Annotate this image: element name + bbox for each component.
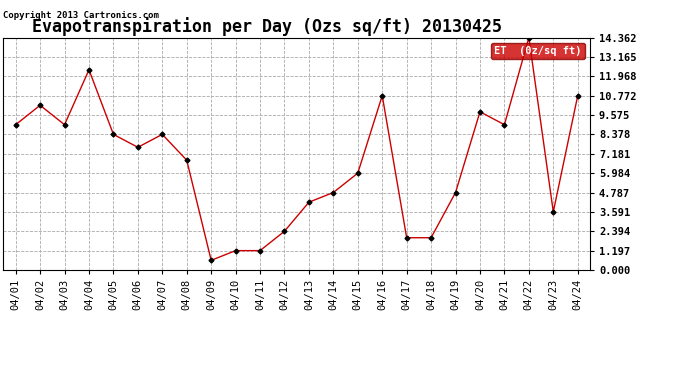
Text: Copyright 2013 Cartronics.com: Copyright 2013 Cartronics.com xyxy=(3,11,159,20)
Title: Evapotranspiration per Day (Ozs sq/ft) 20130425: Evapotranspiration per Day (Ozs sq/ft) 2… xyxy=(32,17,502,36)
Legend: ET  (0z/sq ft): ET (0z/sq ft) xyxy=(491,43,584,59)
